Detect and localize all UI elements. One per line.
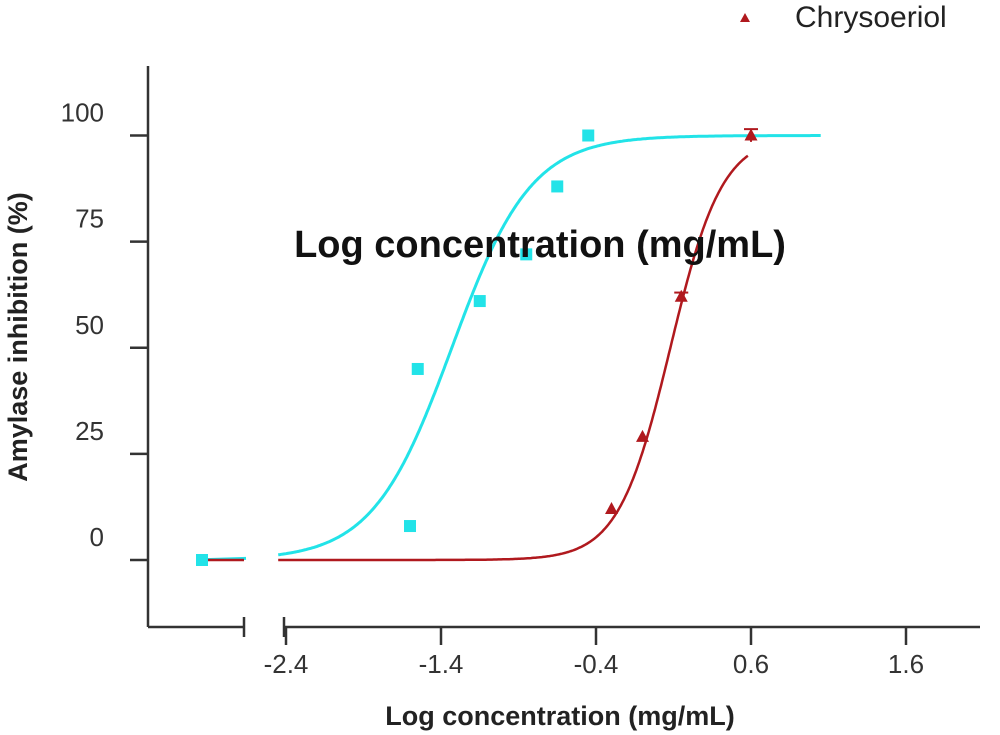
data-point-triangle <box>744 128 758 141</box>
data-point-triangle <box>605 502 618 515</box>
data-point-square <box>473 295 486 308</box>
chart-overlay-title: Log concentration (mg/mL) <box>294 224 786 266</box>
data-point-triangle <box>636 429 649 442</box>
x-tick-label: -0.4 <box>574 649 619 679</box>
data-point-square <box>520 248 533 261</box>
y-tick-label: 50 <box>75 310 104 340</box>
x-tick-label: 0.6 <box>733 649 769 679</box>
y-tick-label: 75 <box>75 204 104 234</box>
x-tick-label: 1.6 <box>888 649 924 679</box>
fit-curves <box>201 134 821 562</box>
y-tick-label: 25 <box>75 416 104 446</box>
data-points <box>196 128 758 566</box>
fit-curve-segment <box>278 134 821 557</box>
legend: Chrysoeriol <box>740 1 947 34</box>
x-tick-label: -1.4 <box>419 649 464 679</box>
axes: 0 25 50 75 100 -2.4 -1.4 -0.4 0.6 1.6 <box>61 66 980 679</box>
y-tick-label: 0 <box>90 522 104 552</box>
data-point-square <box>551 180 564 193</box>
data-point-square <box>411 362 424 375</box>
x-tick-label: -2.4 <box>264 649 309 679</box>
y-tick-label: 100 <box>61 98 104 128</box>
legend-marker-chrysoeriol <box>740 13 750 22</box>
fit-curve-segment <box>278 154 749 562</box>
y-axis-title: Amylase inhibition (%) <box>3 192 33 482</box>
data-point-triangle <box>674 289 688 302</box>
data-point-square <box>196 554 208 566</box>
data-point-square <box>404 520 416 533</box>
x-axis-title: Log concentration (mg/mL) <box>385 701 734 731</box>
legend-label-chrysoeriol: Chrysoeriol <box>795 1 947 34</box>
data-point-square <box>582 129 595 142</box>
